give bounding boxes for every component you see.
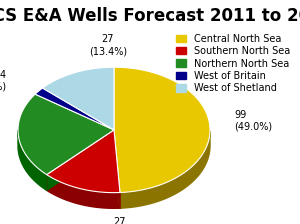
Polygon shape bbox=[46, 130, 114, 190]
Text: 99
(49.0%): 99 (49.0%) bbox=[234, 110, 272, 132]
Polygon shape bbox=[18, 130, 46, 190]
Text: 27
(13.4%): 27 (13.4%) bbox=[89, 34, 127, 56]
Text: UKCS E&A Wells Forecast 2011 to 2015: UKCS E&A Wells Forecast 2011 to 2015 bbox=[0, 7, 300, 25]
Polygon shape bbox=[46, 175, 120, 208]
Polygon shape bbox=[114, 130, 120, 208]
Polygon shape bbox=[114, 67, 210, 192]
Polygon shape bbox=[46, 130, 114, 190]
Polygon shape bbox=[114, 130, 120, 208]
Polygon shape bbox=[46, 130, 120, 193]
Polygon shape bbox=[35, 88, 114, 130]
Text: 27
(13.4%): 27 (13.4%) bbox=[101, 217, 139, 224]
Text: 4
(2.0%): 4 (2.0%) bbox=[0, 70, 6, 91]
Polygon shape bbox=[18, 94, 114, 175]
Polygon shape bbox=[43, 67, 114, 130]
Legend: Central North Sea, Southern North Sea, Northern North Sea, West of Britain, West: Central North Sea, Southern North Sea, N… bbox=[175, 32, 292, 95]
Polygon shape bbox=[120, 131, 210, 208]
